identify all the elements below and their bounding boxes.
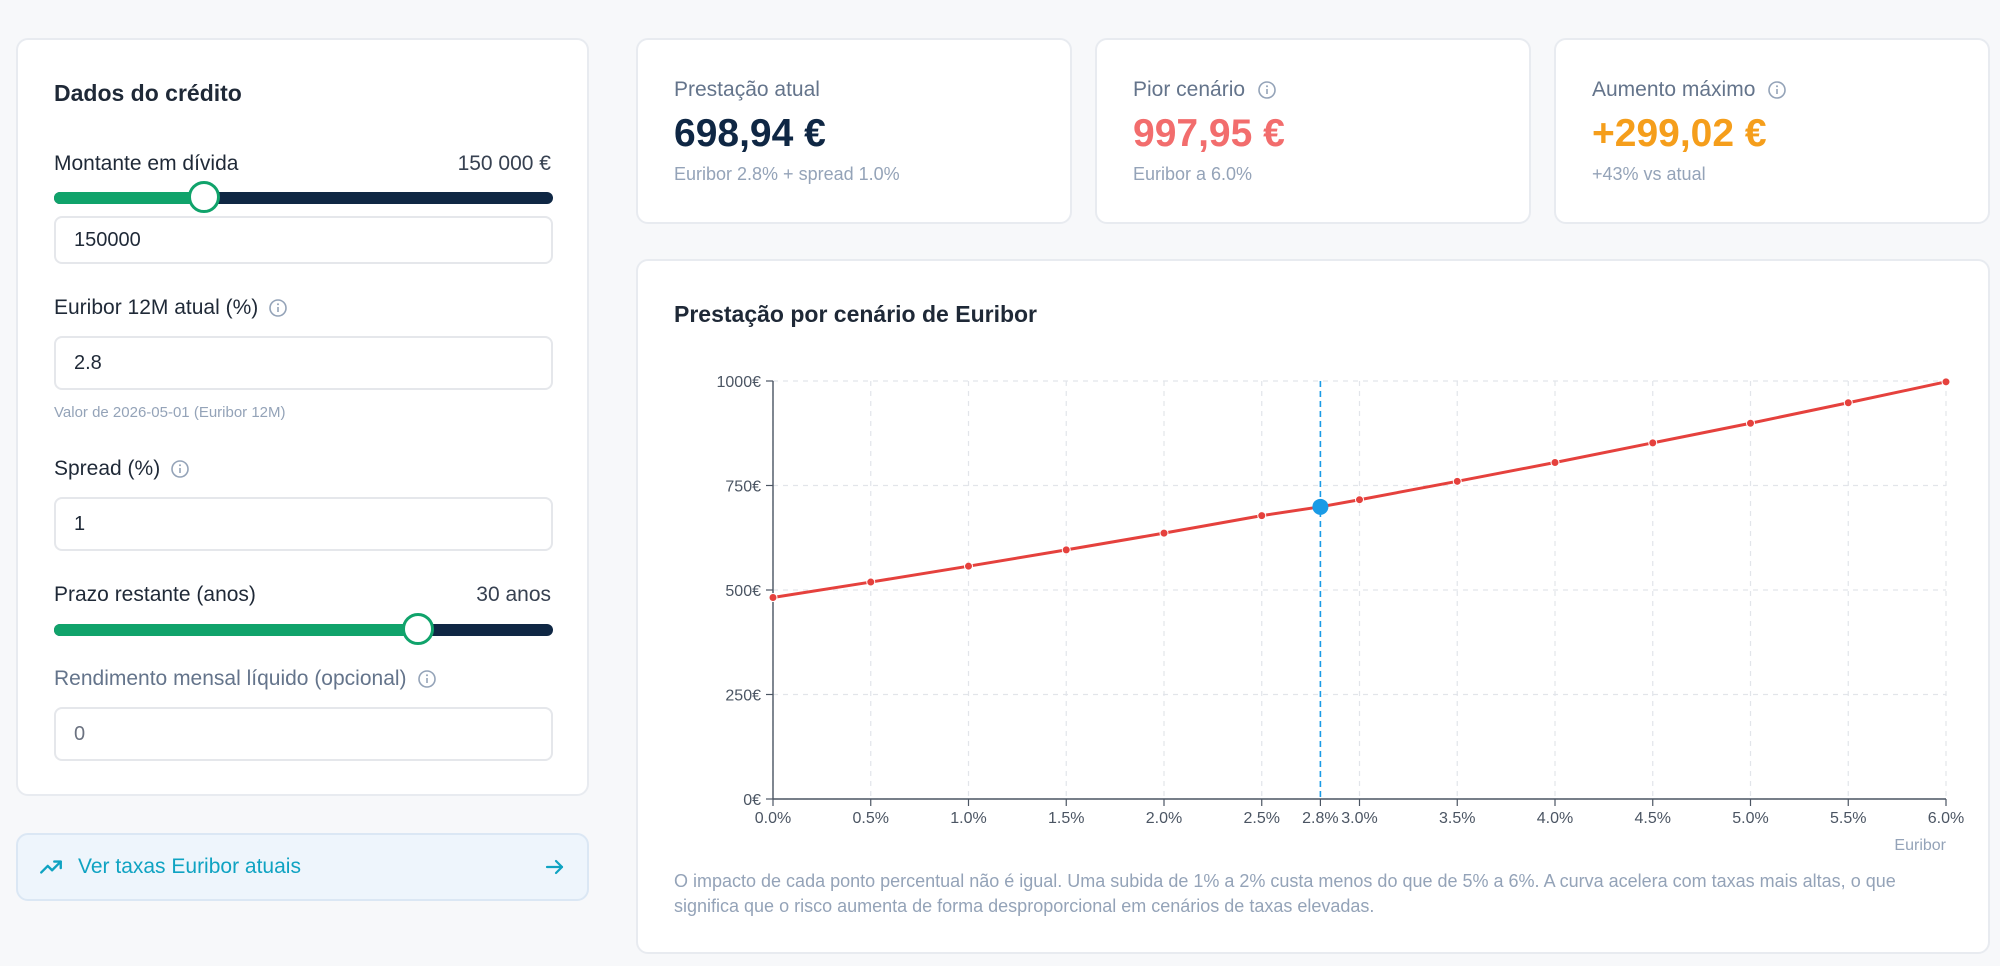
max-increase-label: Aumento máximo bbox=[1592, 78, 1787, 102]
euribor-hint: Valor de 2026-05-01 (Euribor 12M) bbox=[54, 404, 286, 421]
income-label: Rendimento mensal líquido (opcional) bbox=[54, 667, 437, 691]
x-tick-label: 2.5% bbox=[1244, 810, 1280, 827]
amount-input[interactable]: 150000 bbox=[54, 216, 553, 264]
amount-display: 150 000 € bbox=[457, 152, 551, 175]
amount-label-text: Montante em dívida bbox=[54, 152, 239, 175]
data-point bbox=[1452, 476, 1462, 486]
chart-title: Prestação por cenário de Euribor bbox=[674, 301, 1038, 327]
info-icon[interactable] bbox=[1257, 80, 1277, 100]
amount-slider-fill bbox=[54, 192, 204, 204]
term-display: 30 anos bbox=[476, 583, 551, 606]
y-tick-label: 250€ bbox=[725, 688, 761, 705]
euribor-scenario-chart-card: Prestação por cenário de Euribor 0€ 250€ 5… bbox=[636, 259, 1990, 954]
spread-label-text: Spread (%) bbox=[54, 457, 161, 480]
euribor-label: Euribor 12M atual (%) bbox=[54, 296, 288, 320]
x-tick-label: 4.5% bbox=[1635, 810, 1671, 827]
x-tick-label: 0.0% bbox=[755, 810, 791, 827]
y-tick-label: 750€ bbox=[725, 479, 761, 496]
data-point bbox=[1257, 511, 1267, 521]
current-payment-label: Prestação atual bbox=[674, 78, 820, 102]
trending-up-icon bbox=[40, 860, 62, 874]
worst-case-label: Pior cenário bbox=[1133, 78, 1277, 102]
amount-slider-thumb[interactable] bbox=[187, 181, 220, 213]
term-label: Prazo restante (anos) bbox=[54, 583, 256, 607]
data-point bbox=[1941, 377, 1951, 387]
x-tick-label: 1.5% bbox=[1048, 810, 1084, 827]
info-icon[interactable] bbox=[170, 459, 190, 479]
data-point bbox=[1061, 545, 1071, 555]
x-tick-label: 4.0% bbox=[1537, 810, 1573, 827]
euribor-input[interactable]: 2.8 bbox=[54, 336, 553, 390]
euribor-rates-link-label: Ver taxas Euribor atuais bbox=[78, 855, 301, 878]
amount-label: Montante em dívida bbox=[54, 152, 238, 176]
x-tick-label: 6.0% bbox=[1928, 810, 1964, 827]
info-icon[interactable] bbox=[268, 298, 288, 318]
term-label-text: Prazo restante (anos) bbox=[54, 583, 256, 606]
x-tick-label: 5.5% bbox=[1830, 810, 1866, 827]
data-point bbox=[768, 593, 778, 603]
max-increase-card: Aumento máximo +299,02 € +43% vs atual bbox=[1554, 38, 1990, 224]
worst-case-sub: Euribor a 6.0% bbox=[1133, 164, 1253, 184]
spread-label: Spread (%) bbox=[54, 457, 190, 481]
y-tick-label: 500€ bbox=[725, 583, 761, 600]
euribor-rates-link[interactable]: Ver taxas Euribor atuais bbox=[16, 833, 589, 901]
max-increase-label-text: Aumento máximo bbox=[1592, 78, 1756, 101]
data-point bbox=[1746, 418, 1755, 428]
amount-slider[interactable] bbox=[54, 181, 553, 213]
data-point bbox=[1843, 398, 1853, 408]
arrow-right-icon bbox=[545, 859, 564, 875]
current-payment-card: Prestação atual 698,94 € Euribor 2.8% + … bbox=[636, 38, 1072, 224]
euribor-scenario-chart: 0€ 250€ 500€ 750€ 1000€ 0.0% 0.5% 1.0% 1.5% 2.0% 2… bbox=[717, 374, 1965, 854]
data-point bbox=[1159, 528, 1169, 538]
data-point bbox=[1648, 438, 1658, 448]
y-tick-label: 0€ bbox=[743, 792, 761, 809]
x-tick-label: 3.5% bbox=[1439, 810, 1475, 827]
worst-case-label-text: Pior cenário bbox=[1133, 78, 1246, 101]
max-increase-sub: +43% vs atual bbox=[1592, 164, 1706, 184]
current-payment-label-text: Prestação atual bbox=[674, 78, 820, 101]
current-point bbox=[1312, 498, 1329, 515]
data-point bbox=[866, 577, 876, 587]
credit-data-card: Dados do crédito Montante em dívida 150 … bbox=[16, 38, 589, 796]
term-slider-thumb[interactable] bbox=[402, 613, 435, 645]
x-tick-label: 5.0% bbox=[1732, 810, 1768, 827]
worst-case-card: Pior cenário 997,95 € Euribor a 6.0% bbox=[1095, 38, 1531, 224]
term-slider-fill bbox=[54, 624, 419, 636]
income-input[interactable]: 0 bbox=[54, 707, 553, 761]
spread-input[interactable]: 1 bbox=[54, 497, 553, 551]
info-icon[interactable] bbox=[1767, 80, 1787, 100]
max-increase-value: +299,02 € bbox=[1592, 112, 1767, 155]
term-slider[interactable] bbox=[54, 613, 553, 645]
x-tick-label: 2.0% bbox=[1146, 810, 1182, 827]
info-icon[interactable] bbox=[417, 669, 437, 689]
chart-note: O impacto de cada ponto percentual não é… bbox=[674, 871, 1896, 916]
y-tick-label: 1000€ bbox=[717, 374, 762, 391]
x-tick-label: 1.0% bbox=[950, 810, 986, 827]
data-point bbox=[964, 561, 973, 571]
form-title: Dados do crédito bbox=[54, 80, 242, 106]
x-tick-label: 2.8% bbox=[1302, 810, 1338, 827]
x-axis-label: Euribor bbox=[1894, 837, 1946, 854]
series-line bbox=[772, 380, 1947, 600]
current-payment-sub: Euribor 2.8% + spread 1.0% bbox=[674, 164, 900, 184]
current-payment-value: 698,94 € bbox=[674, 112, 826, 155]
data-point bbox=[1355, 495, 1364, 505]
x-tick-label: 3.0% bbox=[1341, 810, 1377, 827]
x-tick-label: 0.5% bbox=[853, 810, 889, 827]
worst-case-value: 997,95 € bbox=[1133, 112, 1285, 155]
data-point bbox=[1550, 458, 1560, 468]
euribor-label-text: Euribor 12M atual (%) bbox=[54, 296, 259, 319]
income-label-text: Rendimento mensal líquido (opcional) bbox=[54, 667, 407, 690]
